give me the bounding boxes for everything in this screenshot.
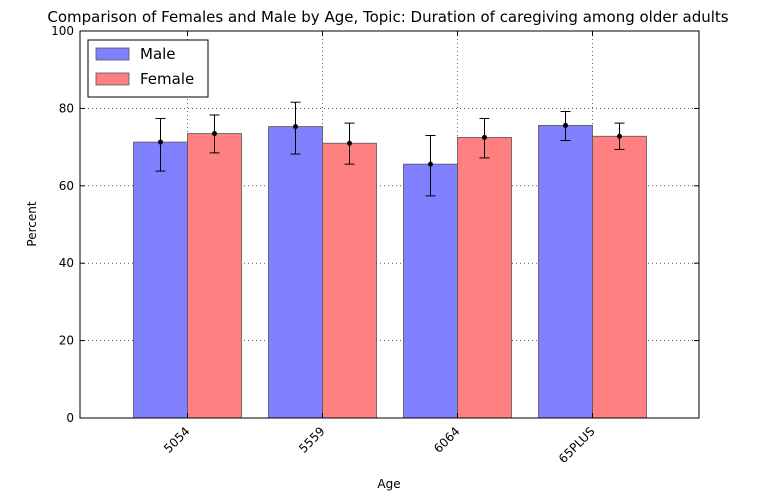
y-axis-label: Percent <box>25 201 39 246</box>
legend-label-female: Female <box>140 70 194 88</box>
bar-female <box>592 135 647 419</box>
bars <box>133 125 647 419</box>
x-tick-label: 6064 <box>431 424 462 455</box>
bar-female <box>457 137 512 419</box>
y-axis-ticks: 0 20 40 60 80 100 <box>51 24 699 425</box>
error-bar-point <box>158 139 163 145</box>
error-bar-point <box>293 124 298 130</box>
x-tick-label: 5559 <box>296 424 327 455</box>
bar-male <box>268 126 323 419</box>
x-tick-label: 65PLUS <box>556 424 598 466</box>
error-bar-point <box>563 122 568 128</box>
y-tick-label: 0 <box>66 411 74 425</box>
y-tick-label: 60 <box>59 179 74 193</box>
bar-male <box>403 163 458 419</box>
error-bar-point <box>212 131 217 137</box>
error-bar-point <box>347 140 352 146</box>
x-tick-label: 5054 <box>161 424 192 455</box>
plot-border <box>79 30 700 419</box>
bar-male <box>133 141 188 419</box>
legend-label-male: Male <box>140 45 176 63</box>
legend: Male Female <box>87 39 209 98</box>
bar-female <box>187 133 242 419</box>
error-bars <box>155 101 625 197</box>
bar-male <box>538 125 593 419</box>
error-bar-point <box>482 134 487 140</box>
bar-female <box>322 142 377 419</box>
x-axis-label: Age <box>377 477 400 491</box>
y-tick-label: 20 <box>59 334 74 348</box>
y-tick-label: 100 <box>51 24 74 38</box>
chart-title: Comparison of Females and Male by Age, T… <box>47 8 728 26</box>
legend-swatch-female <box>95 72 130 86</box>
y-tick-label: 40 <box>59 256 74 270</box>
y-tick-label: 80 <box>59 101 74 115</box>
error-bar-point <box>428 161 433 167</box>
legend-swatch-male <box>95 47 130 61</box>
error-bar-point <box>617 133 622 139</box>
